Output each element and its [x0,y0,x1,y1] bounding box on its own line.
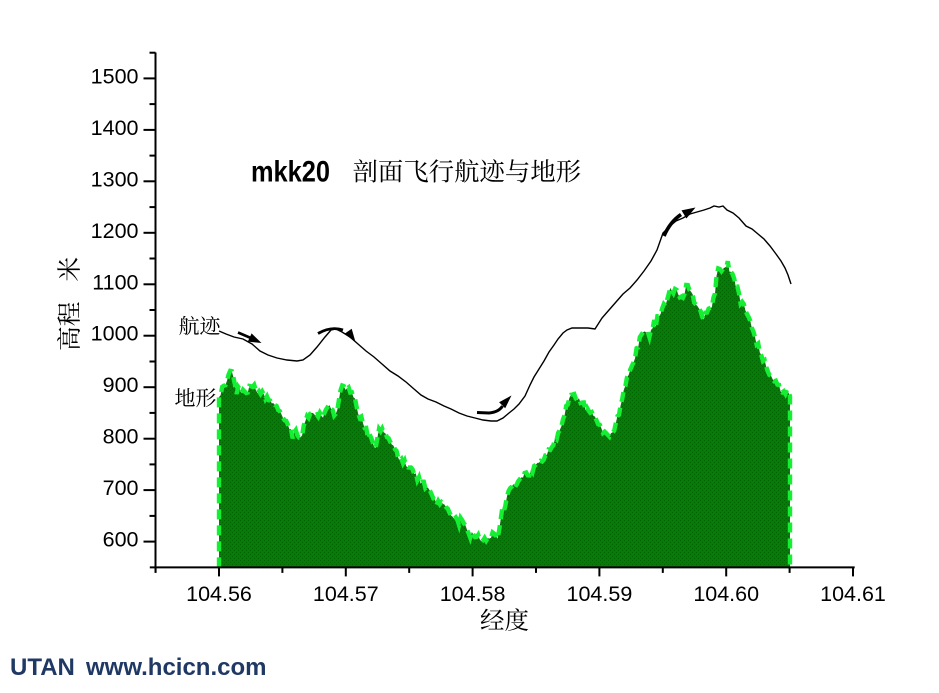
svg-text:www.hcicn.com: www.hcicn.com [85,654,266,681]
svg-text:900: 900 [103,373,139,397]
svg-text:104.56: 104.56 [186,582,252,606]
svg-text:mkk20: mkk20 [251,156,330,189]
svg-text:104.58: 104.58 [440,582,506,606]
svg-text:1000: 1000 [91,322,139,346]
svg-text:UTAN: UTAN [10,654,75,681]
svg-text:1500: 1500 [91,64,139,88]
svg-text:104.60: 104.60 [693,582,759,606]
svg-text:1100: 1100 [92,270,138,294]
svg-text:104.59: 104.59 [567,582,633,606]
svg-text:1300: 1300 [91,167,139,191]
svg-text:800: 800 [103,425,139,449]
svg-text:700: 700 [103,476,139,500]
svg-text:600: 600 [103,528,139,552]
svg-text:104.57: 104.57 [313,582,379,606]
svg-text:1200: 1200 [91,219,139,243]
svg-text:1400: 1400 [91,116,139,140]
svg-text:104.61: 104.61 [820,582,886,606]
